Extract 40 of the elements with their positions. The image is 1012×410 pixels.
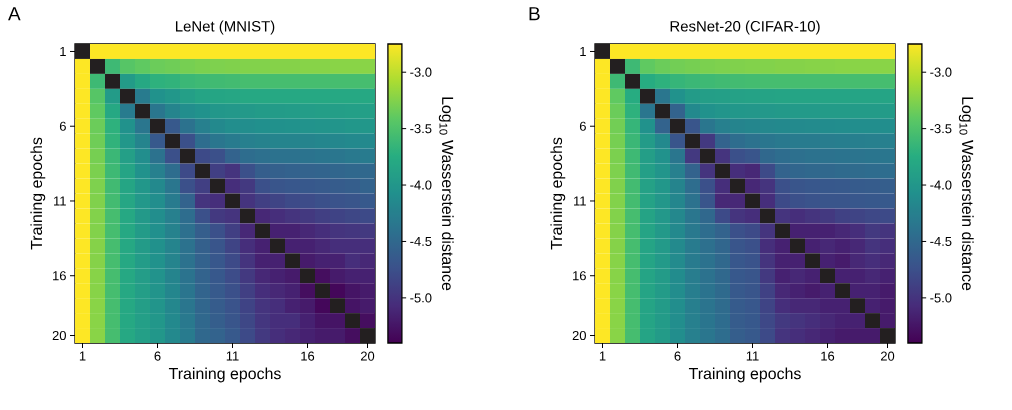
y-tick-label: 11 <box>574 196 586 206</box>
x-tick-label: 6 <box>154 351 161 361</box>
color-bar-label: -4.0 <box>930 180 952 190</box>
y-tick-label: 16 <box>573 271 586 281</box>
y-tick-label: 16 <box>53 271 66 281</box>
x-tick-label: 1 <box>79 351 86 361</box>
color-bar-label: -5.0 <box>410 293 432 303</box>
chart-title: LeNet (MNIST) <box>175 20 275 35</box>
y-tick-label: 6 <box>579 121 586 131</box>
y-tick-label: 6 <box>59 121 66 131</box>
x-tick-label: 20 <box>360 351 375 361</box>
text: B <box>529 7 540 21</box>
x-tick-label: 1 <box>599 351 606 361</box>
x-tick-label: 11 <box>746 351 759 361</box>
chart-title: ResNet-20 (CIFAR-10) <box>670 20 820 35</box>
color-bar-label: -4.5 <box>410 236 432 246</box>
color-bar-label: -4.5 <box>930 236 952 246</box>
color-bar-label: -3.0 <box>930 67 952 77</box>
x-axis-title: Training epochs <box>688 367 801 383</box>
y-axis-title: Training epochs <box>550 137 566 250</box>
x-tick-label: 16 <box>821 351 835 361</box>
color-bar-label: -3.0 <box>410 67 432 77</box>
y-tick-label: 11 <box>54 196 66 206</box>
text: A <box>8 7 21 21</box>
color-bar-title: Log$_{10}$ Wasserstein distance <box>958 97 974 291</box>
x-axis-title: Training epochs <box>168 367 281 383</box>
x-tick-label: 20 <box>880 351 895 361</box>
y-tick-label: 1 <box>60 47 66 56</box>
y-tick-label: 20 <box>52 330 66 341</box>
color-bar-label: -5.0 <box>930 293 952 303</box>
color-bar-label: -3.5 <box>410 124 432 134</box>
y-tick-label: 20 <box>572 330 586 341</box>
color-bar-label: -4.0 <box>410 180 432 190</box>
x-tick-label: 6 <box>674 351 681 361</box>
y-tick-label: 1 <box>580 47 586 56</box>
color-bar-label: -3.5 <box>930 124 952 134</box>
x-tick-label: 16 <box>301 351 315 361</box>
x-tick-label: 11 <box>226 351 239 361</box>
y-axis-title: Training epochs <box>30 137 46 250</box>
color-bar-title: Log$_{10}$ Wasserstein distance <box>438 97 454 291</box>
